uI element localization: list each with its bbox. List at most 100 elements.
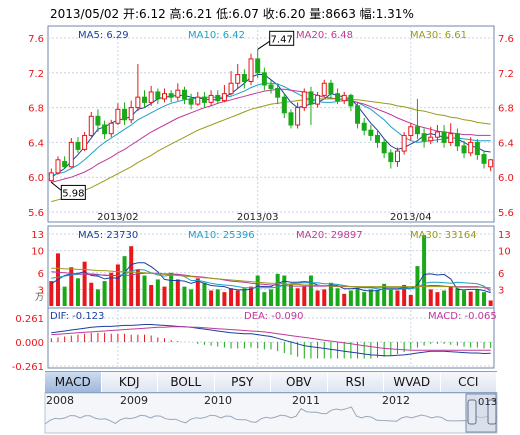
- candle-body: [108, 122, 114, 135]
- low-label: 5.98: [62, 188, 84, 199]
- price-y-tick-right: 5.6: [498, 208, 514, 219]
- volume-bar: [455, 288, 460, 306]
- volume-bar: [249, 286, 254, 306]
- candle-body: [128, 107, 134, 121]
- volume-y-tick-right: 10: [498, 247, 511, 258]
- candle-body: [122, 108, 128, 121]
- volume-ma30-line: [51, 267, 491, 289]
- candle-body: [488, 159, 494, 168]
- volume-unit: 万: [35, 293, 44, 303]
- volume-bar: [375, 290, 380, 306]
- volume-bar: [135, 270, 140, 306]
- volume-legend-2: MA20: 29897: [296, 230, 363, 241]
- price-y-tick-left: 7.2: [28, 69, 44, 80]
- volume-bar: [202, 282, 207, 306]
- volume-ma5-line: [51, 262, 491, 294]
- price-y-tick-right: 7.6: [498, 34, 514, 45]
- volume-y-tick-left: 13: [31, 230, 44, 241]
- candle-body: [421, 133, 427, 142]
- candle-body: [275, 87, 281, 98]
- price-y-tick-left: 6.4: [28, 138, 44, 149]
- candle-body: [328, 82, 334, 95]
- candle-body: [161, 93, 167, 100]
- candle-body: [408, 126, 414, 136]
- candle-body: [368, 129, 374, 136]
- candle-body: [448, 133, 454, 143]
- volume-ma10-line: [51, 268, 492, 292]
- timeline-year-label: 2010: [204, 394, 232, 407]
- tab-rsi[interactable]: RSI: [328, 372, 384, 392]
- timeline-navigator: [44, 392, 498, 434]
- macd-legend-2: MACD: -0.065: [428, 311, 497, 322]
- macd-y-tick: -0.261: [12, 362, 44, 373]
- volume-legend-1: MA10: 25396: [188, 230, 255, 241]
- candle-body: [414, 126, 420, 135]
- volume-legend-3: MA30: 33164: [410, 230, 477, 241]
- candle-body: [474, 141, 480, 156]
- volume-bar: [115, 264, 120, 306]
- candle-body: [102, 124, 108, 135]
- tab-obv[interactable]: OBV: [271, 372, 328, 392]
- candle-body: [301, 91, 307, 109]
- price-panel: [47, 25, 495, 223]
- volume-bar: [195, 278, 200, 306]
- volume-bar: [315, 290, 320, 306]
- volume-bar: [189, 289, 194, 306]
- volume-bar: [302, 286, 307, 306]
- tab-boll[interactable]: BOLL: [158, 372, 215, 392]
- price-y-tick-left: 7.6: [28, 34, 44, 45]
- volume-bar: [155, 279, 160, 306]
- tab-psy[interactable]: PSY: [215, 372, 271, 392]
- volume-bar: [215, 289, 220, 306]
- candle-body: [235, 74, 241, 84]
- price-y-tick-right: 6.8: [498, 104, 514, 115]
- volume-bar: [362, 292, 367, 306]
- candle-body: [375, 134, 381, 143]
- volume-bar: [229, 288, 234, 306]
- indicator-tabs: MACD KDJ BOLL PSY OBV RSI WVAD CCI: [45, 371, 497, 393]
- volume-y-tick-right: 13: [498, 230, 511, 241]
- candle-body: [188, 98, 194, 105]
- candle-body: [281, 96, 287, 114]
- candle-body: [341, 94, 347, 102]
- volume-bar: [169, 272, 174, 306]
- candle-body: [82, 134, 88, 150]
- candle-body: [401, 134, 407, 152]
- candle-body: [221, 93, 227, 102]
- tab-wvad[interactable]: WVAD: [384, 372, 441, 392]
- candle-body: [115, 108, 121, 124]
- volume-bar: [255, 275, 260, 306]
- tab-kdj[interactable]: KDJ: [102, 372, 158, 392]
- high-label-box: [269, 30, 295, 46]
- candle-body: [295, 107, 301, 126]
- volume-bar: [62, 286, 67, 306]
- volume-bar: [335, 288, 340, 306]
- timeline-year-label: 2008: [46, 394, 74, 407]
- macd-panel: [47, 307, 495, 369]
- volume-bar: [69, 267, 74, 306]
- volume-bar: [368, 289, 373, 306]
- volume-bar: [89, 282, 94, 306]
- price-legend-2: MA20: 6.48: [296, 30, 353, 41]
- price-y-tick-left: 5.6: [28, 208, 44, 219]
- volume-bar: [395, 290, 400, 306]
- price-x-tick: 2013/04: [390, 212, 432, 223]
- candle-body: [288, 112, 294, 126]
- tab-macd[interactable]: MACD: [45, 372, 102, 392]
- volume-bar: [162, 286, 167, 306]
- macd-legend-1: DEA: -0.090: [244, 311, 303, 322]
- candle-body: [135, 96, 141, 109]
- tab-cci[interactable]: CCI: [441, 372, 497, 392]
- price-legend-1: MA10: 6.42: [188, 30, 245, 41]
- price-x-tick: 2013/03: [237, 212, 279, 223]
- volume-bar: [462, 290, 467, 306]
- candle-body: [175, 89, 181, 98]
- volume-bar: [82, 261, 87, 306]
- timeline-year-label: 2009: [120, 394, 148, 407]
- candle-body: [394, 150, 400, 163]
- candle-body: [268, 84, 274, 89]
- candle-body: [248, 58, 254, 83]
- candle-body: [255, 58, 261, 74]
